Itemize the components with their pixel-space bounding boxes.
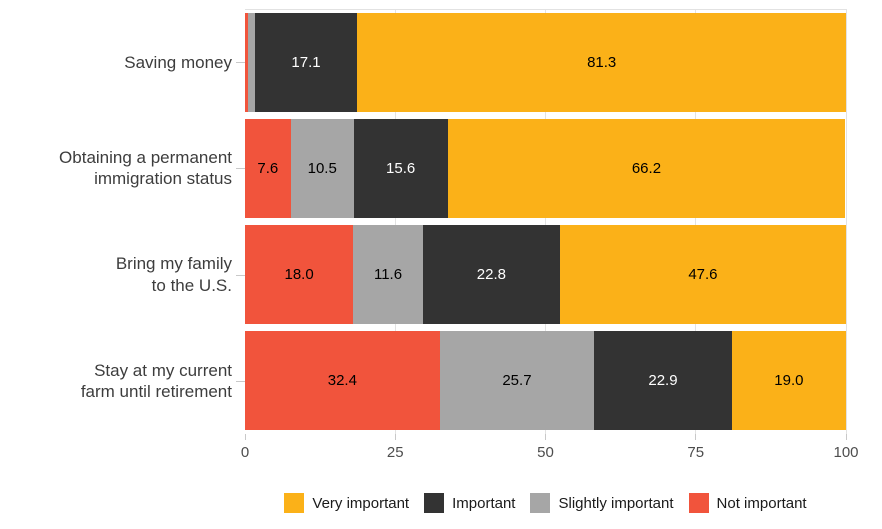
y-axis-tick bbox=[236, 62, 245, 64]
category-label-line: Stay at my current bbox=[94, 360, 232, 380]
bar-segment-slightly-important: 10.5 bbox=[290, 118, 354, 218]
y-axis-tick bbox=[236, 274, 245, 276]
category-label-3: Bring my family to the U.S. bbox=[7, 253, 232, 296]
category-label-line: Bring my family bbox=[115, 254, 232, 274]
bar-value-label: 15.6 bbox=[386, 159, 416, 177]
bar-segment-not-important: 32.4 bbox=[245, 331, 440, 431]
bar-segment-important: 22.8 bbox=[422, 225, 560, 325]
bar-segment-not-important: 18.0 bbox=[245, 225, 354, 325]
bar-segment-important: 22.9 bbox=[594, 331, 732, 431]
category-label-line: farm until retirement bbox=[80, 381, 232, 401]
category-label-4: Stay at my current farm until retirement bbox=[7, 360, 232, 403]
category-label-line: Saving money bbox=[124, 52, 232, 72]
bar-segment-very-important: 19.0 bbox=[731, 331, 846, 431]
legend-item-important: Important bbox=[424, 493, 515, 513]
legend-label-slightly-important: Slightly important bbox=[558, 494, 674, 512]
legend-label-very-important: Very important bbox=[312, 494, 410, 512]
x-axis-tick-label-75: 75 bbox=[687, 444, 705, 461]
gridline-vertical-75 bbox=[695, 9, 697, 434]
bar-segment-very-important: 66.2 bbox=[447, 118, 846, 218]
gridline-vertical-25 bbox=[394, 9, 396, 434]
bar-value-label: 32.4 bbox=[327, 372, 357, 390]
legend-item-slightly-important: Slightly important bbox=[530, 493, 674, 513]
legend-item-not-important: Not important bbox=[688, 493, 807, 513]
bar-value-label: 22.9 bbox=[648, 372, 678, 390]
x-axis-tick-75 bbox=[695, 434, 697, 440]
bar-segment-very-important: 47.6 bbox=[559, 225, 846, 325]
bar-segment-important: 15.6 bbox=[353, 118, 448, 218]
category-label-line: to the U.S. bbox=[151, 275, 232, 295]
x-axis-tick-label-25: 25 bbox=[386, 444, 404, 461]
bar-value-label: 7.6 bbox=[257, 159, 279, 177]
legend-item-very-important: Very important bbox=[284, 493, 409, 513]
bar-value-label: 18.0 bbox=[284, 266, 314, 284]
bar-segment-slightly-important: 25.7 bbox=[439, 331, 595, 431]
gridline-vertical-100 bbox=[845, 9, 847, 434]
bar-value-label: 17.1 bbox=[291, 53, 321, 71]
bar-segment-important: 17.1 bbox=[254, 12, 358, 112]
category-label-2: Obtaining a permanent immigration status bbox=[7, 147, 232, 190]
bar-value-label: 11.6 bbox=[373, 266, 403, 284]
legend: Very important Important Slightly importan… bbox=[245, 493, 846, 513]
legend-swatch-important bbox=[424, 493, 445, 513]
legend-swatch-slightly-important bbox=[530, 493, 551, 513]
category-label-1: Saving money bbox=[7, 52, 232, 73]
legend-label-important: Important bbox=[452, 494, 516, 512]
bar-value-label: 66.2 bbox=[631, 159, 662, 177]
bar-row-3: 18.0 11.6 22.8 47.6 bbox=[245, 225, 846, 325]
category-label-line: immigration status bbox=[94, 169, 232, 189]
plot-top-gridline bbox=[245, 9, 846, 10]
legend-label-not-important: Not important bbox=[716, 494, 807, 512]
category-label-line: Obtaining a permanent bbox=[59, 148, 232, 168]
y-axis-tick bbox=[236, 168, 245, 170]
x-axis-tick-label-100: 100 bbox=[833, 444, 859, 461]
bar-segment-not-important bbox=[245, 12, 248, 112]
x-axis-tick-25 bbox=[394, 434, 396, 440]
bar-segment-slightly-important bbox=[248, 12, 255, 112]
legend-swatch-not-important bbox=[688, 493, 709, 513]
bar-value-label: 22.8 bbox=[476, 266, 506, 284]
bar-segment-slightly-important: 11.6 bbox=[353, 225, 423, 325]
bar-row-2: 7.6 10.5 15.6 66.2 bbox=[245, 118, 846, 218]
gridline-vertical-50 bbox=[545, 9, 546, 434]
bar-value-label: 19.0 bbox=[774, 372, 804, 390]
x-axis-tick-label-0: 0 bbox=[240, 444, 250, 461]
bar-value-label: 25.7 bbox=[502, 372, 532, 390]
legend-swatch-very-important bbox=[284, 493, 305, 513]
y-axis-tick bbox=[236, 380, 245, 382]
bar-value-label: 10.5 bbox=[307, 159, 337, 177]
bar-row-4: 32.4 25.7 22.9 19.0 bbox=[245, 331, 846, 431]
x-axis-tick-label-50: 50 bbox=[537, 444, 554, 461]
bar-segment-very-important: 81.3 bbox=[357, 12, 846, 112]
bar-segment-not-important: 7.6 bbox=[245, 118, 291, 218]
bar-value-label: 47.6 bbox=[688, 266, 718, 284]
x-axis-tick-100 bbox=[845, 434, 847, 440]
bar-value-label: 81.3 bbox=[587, 53, 617, 71]
x-axis-tick-0 bbox=[244, 434, 246, 440]
bar-row-1: 17.1 81.3 bbox=[245, 12, 846, 112]
x-axis-tick-50 bbox=[545, 434, 546, 440]
